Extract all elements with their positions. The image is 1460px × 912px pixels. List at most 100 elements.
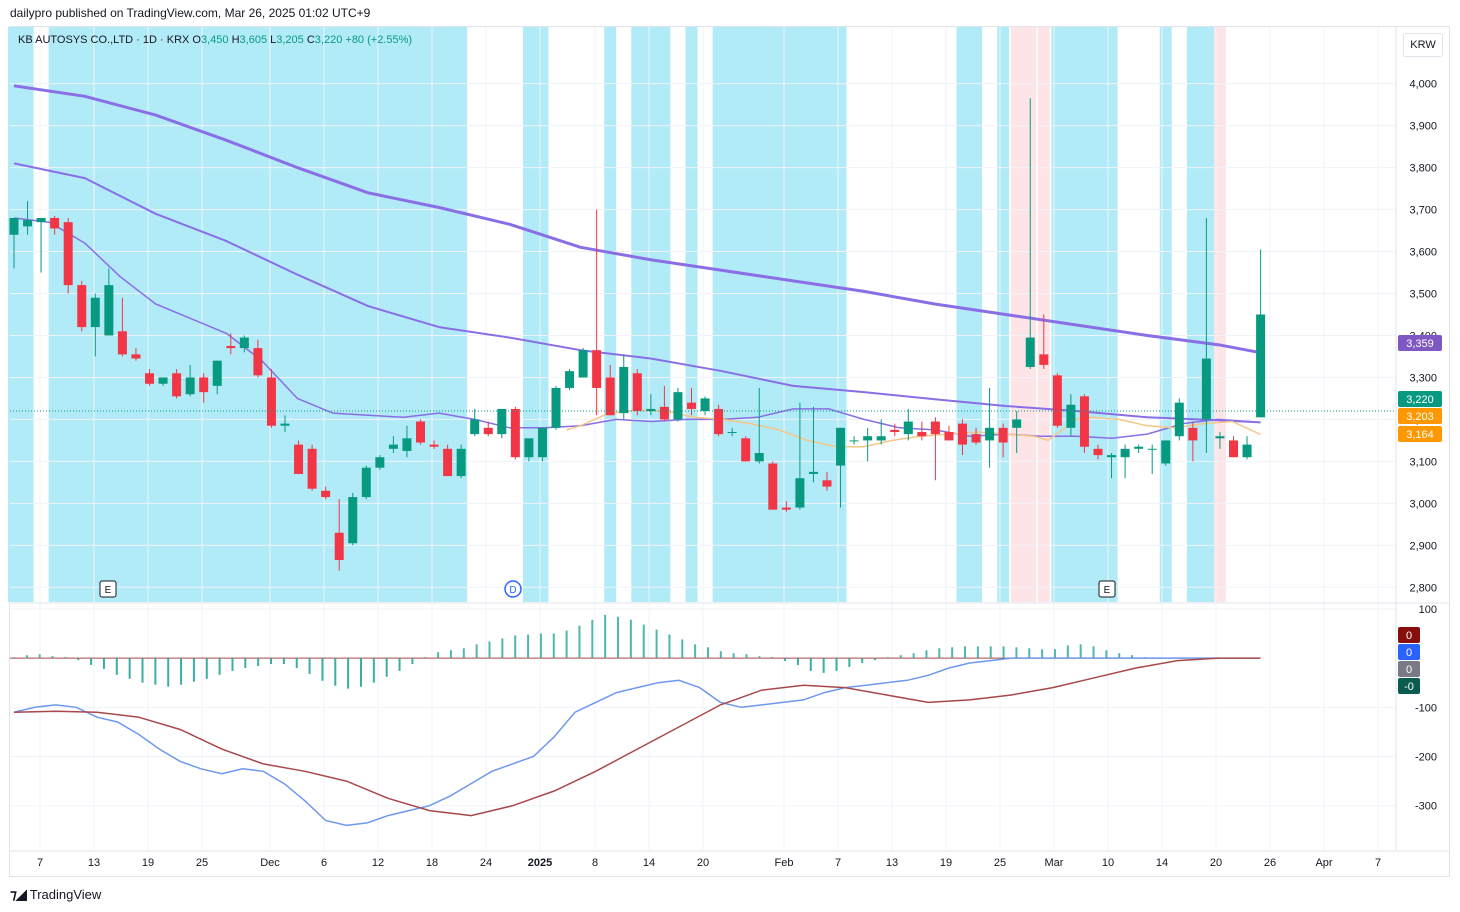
time-tick-label: 19 [940,857,952,869]
candle-body [388,444,398,449]
time-tick-label: 7 [835,857,841,869]
time-tick-label: 13 [88,857,100,869]
price-tick-label: 3,300 [1409,372,1437,384]
price-label-text: 3,220 [1406,394,1434,406]
legend-open: 3,450 [200,34,229,46]
price-tick-label: 3,800 [1409,163,1437,175]
candle-body [727,432,737,434]
candle-body [212,360,222,386]
time-tick-label: 2025 [528,857,552,869]
macd-line [13,657,1219,827]
candlesticks [9,98,1266,571]
earnings-marker [1098,580,1116,598]
moving-average-line [13,162,1261,424]
candle-body [50,217,60,229]
time-tick-label: 10 [1102,857,1114,869]
time-tick-label: 12 [372,857,384,869]
macd-tick-label: 100 [1419,604,1437,616]
band-blue [685,27,698,602]
macd-tick-label: -200 [1415,752,1437,764]
candle-body [321,490,331,498]
candle-body [524,438,534,458]
candle-body [348,497,358,544]
time-tick-label: Mar [1045,857,1064,869]
time-tick-label: 19 [142,857,154,869]
time-tick-label: 7 [1375,857,1381,869]
candle-body [470,419,480,435]
candle-body [145,373,154,384]
candle-body [226,345,236,349]
macd-value-box [1398,644,1420,660]
price-tick-label: 4,000 [1409,79,1437,91]
band-blue [1051,27,1118,602]
candle-body [795,478,805,508]
candle-body [429,444,439,447]
candle-body [714,408,724,435]
candle-body [131,354,141,359]
price-tick-label: 3,500 [1409,289,1437,301]
price-labels: 3,359 3,220 3,203 3,164 0 0 0 -0 [1398,335,1442,694]
candle-body [1242,444,1252,458]
macd-value-text: 0 [1406,647,1412,659]
price-tick-label: 3,900 [1409,121,1437,133]
time-tick-label: Apr [1315,857,1332,869]
candle-body [917,432,927,437]
event-marker-label: E [105,585,112,596]
price-tick-label: 3,000 [1409,498,1437,510]
time-tick-label: 18 [426,857,438,869]
grid [10,27,1396,850]
footer[interactable]: ⁊◢ TradingView [10,886,101,903]
candle-body [592,350,602,388]
candle-body [1188,427,1198,441]
candle-body [958,423,967,445]
candle-body [483,427,493,435]
footer-brand: TradingView [29,887,102,902]
candle-body [646,408,656,412]
price-tick-label: 2,900 [1409,540,1437,552]
time-tick-label: Feb [775,857,794,869]
candle-body [36,217,46,223]
candle-body [280,423,290,426]
currency-button[interactable]: KRW [1403,33,1443,57]
axes: 4,0003,9003,8003,7003,6003,5003,4003,300… [10,27,1450,869]
candle-body [443,448,453,477]
candle-body [971,434,981,443]
candle-body [77,285,87,328]
macd-tick-label: -300 [1415,801,1437,813]
candle-body [754,453,764,462]
time-tick-label: 6 [321,857,327,869]
moving-average-line [13,217,1261,440]
candle-body [497,408,507,435]
legend-high: 3,605 [239,34,268,46]
candle-body [687,402,696,409]
candle-body [1066,404,1076,428]
band-pink [1213,27,1226,602]
time-tick-label: 26 [1264,857,1276,869]
price-label-box [1398,391,1442,407]
candle-body [863,436,873,441]
candle-body [334,532,344,561]
macd-value-text: 0 [1406,630,1412,642]
candle-body [619,366,629,414]
candle-body [1201,358,1211,420]
candle-body [1215,436,1225,439]
price-label-box [1398,335,1442,351]
candle-body [876,436,886,441]
time-tick-label: 7 [37,857,43,869]
candle-body [1107,455,1117,458]
legend-low-label: L [270,34,277,46]
candle-body [1229,440,1238,458]
candle-body [781,507,791,510]
price-tick-label: 2,800 [1409,582,1437,594]
candle-body [1012,419,1022,428]
time-tick-label: Dec [260,857,280,869]
candle-body [239,337,249,349]
time-tick-label: 14 [1156,857,1168,869]
candle-body [1025,337,1035,367]
band-blue [522,27,549,602]
candle-body [836,427,846,466]
time-tick-label: 20 [697,857,709,869]
candle-body [741,438,751,462]
